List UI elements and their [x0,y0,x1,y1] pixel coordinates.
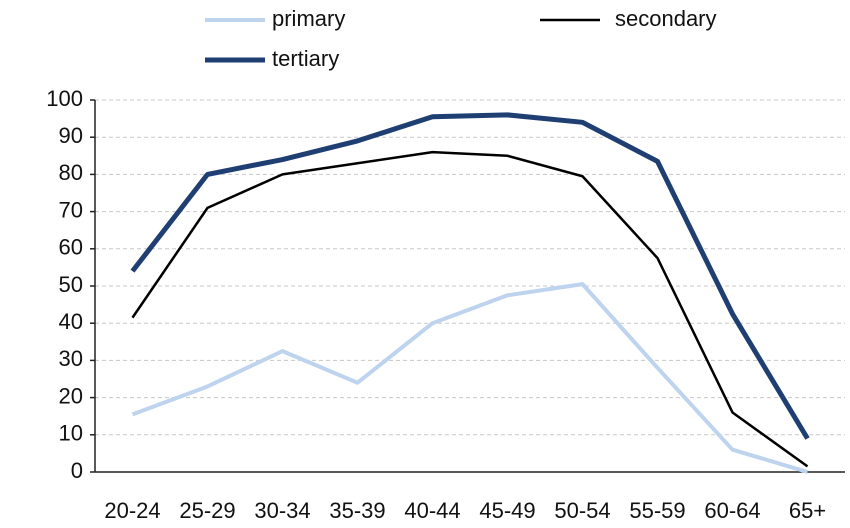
y-tick-label: 40 [59,309,83,334]
y-tick-label: 100 [46,86,83,111]
x-tick-label: 35-39 [329,498,385,523]
series-line [131,282,809,474]
x-tick-label: 20-24 [104,498,160,523]
x-tick-label: 65+ [789,498,826,523]
series-line [131,150,809,468]
y-tick-label: 90 [59,123,83,148]
y-tick-label: 30 [59,346,83,371]
y-tick-label: 50 [59,272,83,297]
legend-label: secondary [615,6,717,31]
legend-label: primary [272,6,345,31]
y-tick-label: 80 [59,160,83,185]
x-tick-label: 55-59 [629,498,685,523]
y-tick-label: 70 [59,197,83,222]
y-tick-label: 10 [59,421,83,446]
x-tick-label: 45-49 [479,498,535,523]
x-tick-label: 30-34 [254,498,310,523]
y-tick-label: 20 [59,383,83,408]
legend-label: tertiary [272,46,339,71]
x-tick-label: 50-54 [554,498,610,523]
y-tick-label: 60 [59,235,83,260]
series-line [130,112,810,440]
y-tick-label: 0 [71,458,83,483]
x-tick-label: 60-64 [704,498,760,523]
x-tick-label: 25-29 [179,498,235,523]
x-tick-label: 40-44 [404,498,460,523]
